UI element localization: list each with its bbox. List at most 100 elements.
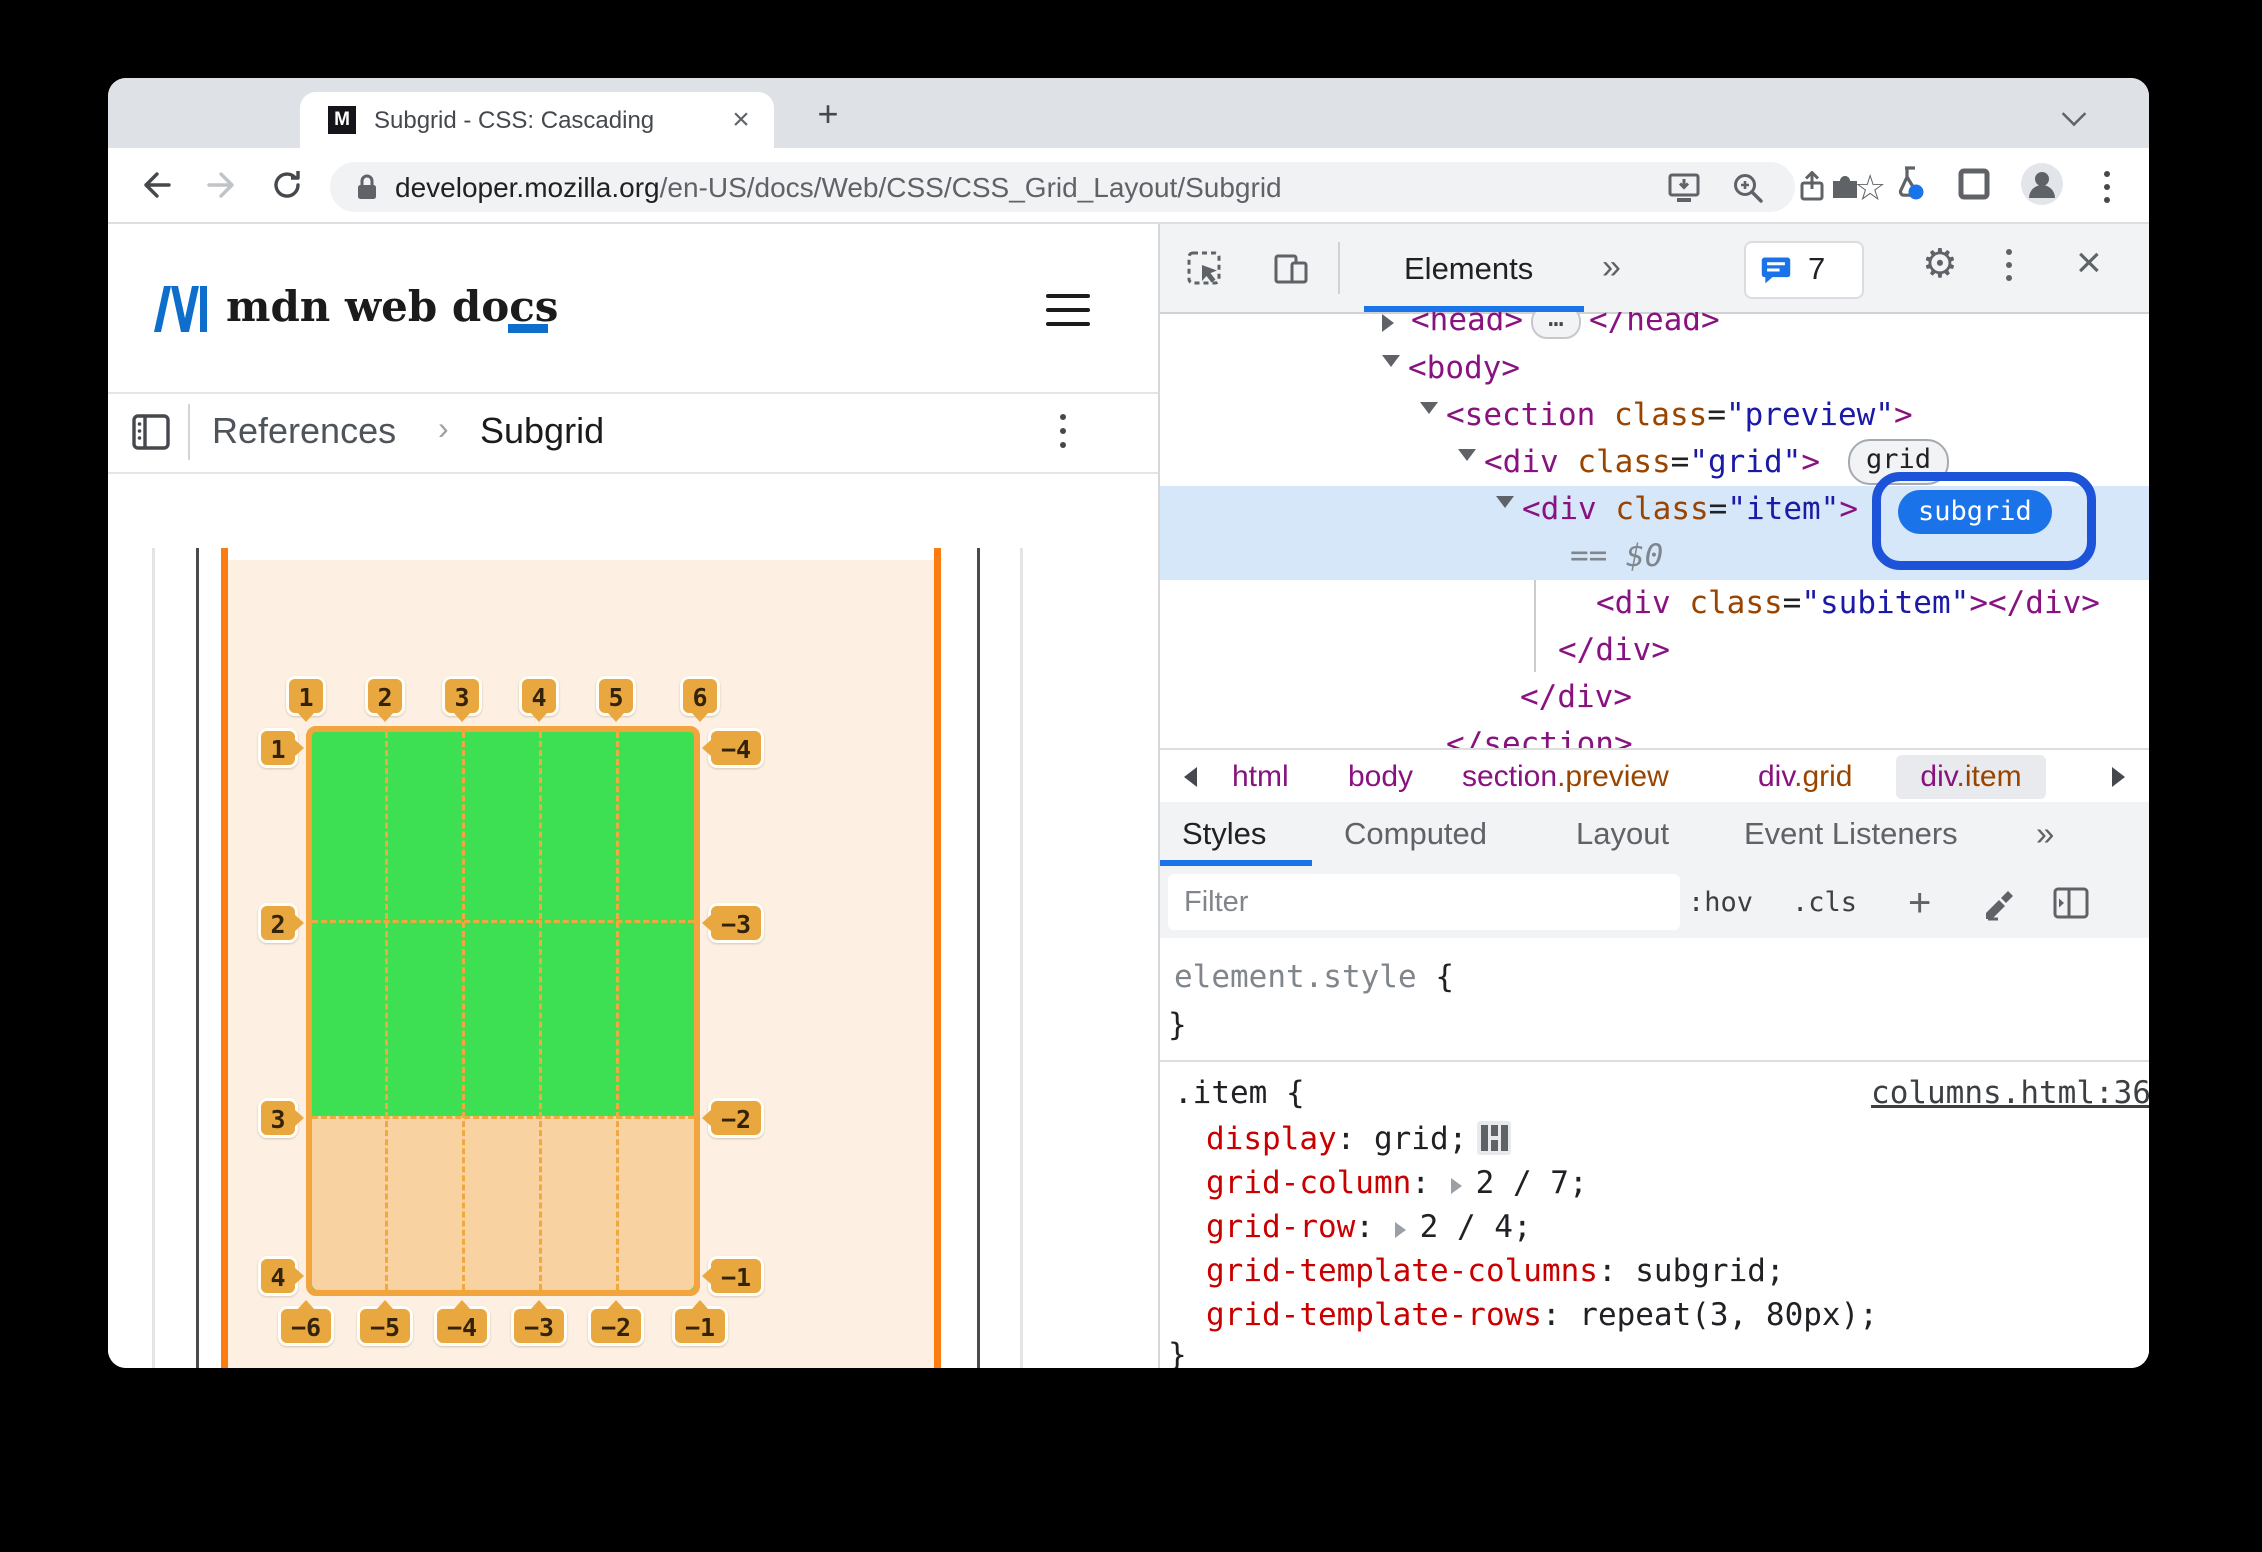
stylesheet-source-link[interactable]: columns.html:36 bbox=[1871, 1075, 2149, 1111]
expand-arrow-icon[interactable] bbox=[1382, 314, 1403, 332]
class-toggle[interactable]: .cls bbox=[1792, 887, 1858, 918]
url-bar[interactable]: developer.mozilla.org/en-US/docs/Web/CSS… bbox=[330, 162, 1886, 212]
css-property-grid-row[interactable]: grid-row: 2 / 4; bbox=[1206, 1209, 1532, 1245]
css-property-grid-column[interactable]: grid-column: 2 / 7; bbox=[1206, 1165, 1588, 1201]
install-icon[interactable] bbox=[1666, 170, 1702, 206]
crumbs-scroll-right-icon[interactable] bbox=[2112, 767, 2135, 787]
tab-search-chevron-icon[interactable] bbox=[2061, 101, 2087, 127]
crumbs-scroll-left-icon[interactable] bbox=[1174, 767, 1197, 787]
mdn-header: mdn web docs bbox=[108, 224, 1158, 392]
element-state-brush-icon[interactable] bbox=[1980, 886, 2016, 922]
grid-line-number-badge: −3 bbox=[511, 1300, 567, 1346]
grid-line-number-badge: −4 bbox=[434, 1300, 490, 1346]
styles-filter-input[interactable] bbox=[1168, 874, 1680, 930]
browser-tab[interactable]: M Subgrid - CSS: Cascading Style Sheets … bbox=[300, 92, 774, 148]
extensions-puzzle-icon[interactable] bbox=[1826, 166, 1864, 204]
mdn-logo-mark-icon[interactable] bbox=[154, 286, 214, 332]
rule-divider bbox=[1160, 1060, 2149, 1062]
new-style-rule-button[interactable]: + bbox=[1908, 881, 1932, 925]
tab-styles[interactable]: Styles bbox=[1182, 816, 1267, 851]
page-rule-light-right bbox=[1020, 548, 1023, 1368]
page-viewport: mdn web docs References › Subgrid bbox=[108, 224, 1158, 1368]
tab-close-icon[interactable]: × bbox=[732, 103, 750, 136]
subgrid-highlight-ring bbox=[1872, 472, 2096, 570]
devtools-settings-gear-icon[interactable]: ⚙ bbox=[1922, 242, 1958, 286]
issues-button[interactable]: 7 bbox=[1744, 241, 1864, 299]
zoom-icon[interactable] bbox=[1730, 170, 1766, 206]
subnav-divider bbox=[188, 404, 190, 460]
inspect-element-icon[interactable] bbox=[1186, 250, 1224, 288]
devtools-breadcrumbs: html body section.preview div.grid div.i… bbox=[1160, 748, 2149, 804]
expand-value-icon[interactable] bbox=[1394, 1222, 1414, 1238]
dom-close-section[interactable]: </section> bbox=[1446, 726, 1633, 748]
dom-tree: <head>… </head> <body> <section class="pr… bbox=[1160, 312, 2149, 748]
collapse-arrow-icon[interactable] bbox=[1420, 402, 1438, 423]
breadcrumb-references[interactable]: References bbox=[212, 410, 397, 451]
back-icon[interactable] bbox=[136, 166, 174, 204]
tab-layout[interactable]: Layout bbox=[1576, 816, 1670, 851]
dom-close-item[interactable]: </div> bbox=[1558, 632, 1670, 668]
element-style-rule[interactable]: element.style { bbox=[1174, 959, 1454, 995]
example-orange-line-left bbox=[221, 548, 228, 1368]
crumb-html[interactable]: html bbox=[1232, 760, 1289, 793]
tab-title: Subgrid - CSS: Cascading Style Sheets | … bbox=[374, 92, 714, 148]
dom-node-div-grid[interactable]: <div class="grid"> bbox=[1160, 439, 2149, 486]
grid-line-number-badge: 6 bbox=[680, 676, 720, 722]
collapse-arrow-icon[interactable] bbox=[1496, 496, 1514, 517]
tab-elements[interactable]: Elements bbox=[1404, 251, 1534, 286]
share-icon[interactable] bbox=[1794, 169, 1830, 205]
item-rule-selector[interactable]: .item { columns.html:36 bbox=[1160, 1072, 2149, 1115]
url-path: /en-US/docs/Web/CSS/CSS_Grid_Layout/Subg… bbox=[659, 172, 1282, 203]
mdn-subnav: References › Subgrid bbox=[108, 392, 1158, 474]
tab-event-listeners[interactable]: Event Listeners bbox=[1744, 816, 1958, 851]
lock-icon[interactable] bbox=[356, 173, 378, 201]
elements-tab-underline bbox=[1364, 306, 1584, 312]
dom-node-body[interactable]: <body> bbox=[1160, 345, 2149, 392]
mdn-logo-text[interactable]: mdn web docs bbox=[226, 282, 559, 331]
dom-node-div-subitem[interactable]: <div class="subitem"></div> bbox=[1596, 585, 2100, 621]
grid-line-number-badge: 2 bbox=[258, 903, 304, 943]
url-text[interactable]: developer.mozilla.org/en-US/docs/Web/CSS… bbox=[395, 162, 1282, 212]
grid-line-number-badge: −3 bbox=[702, 903, 764, 943]
css-property-grid-template-columns[interactable]: grid-template-columns: subgrid; bbox=[1206, 1253, 1785, 1289]
grid-column-line bbox=[462, 732, 465, 1290]
new-tab-button[interactable]: + bbox=[817, 93, 839, 134]
css-property-display[interactable]: display: grid; bbox=[1160, 1118, 2149, 1161]
grid-line-number-badge: −1 bbox=[672, 1300, 728, 1346]
dom-node-head[interactable]: <head>… </head> bbox=[1160, 312, 2149, 344]
expand-value-icon[interactable] bbox=[1450, 1178, 1470, 1194]
device-toolbar-icon[interactable] bbox=[1272, 250, 1310, 288]
computed-panel-toggle-icon[interactable] bbox=[2052, 885, 2090, 921]
crumb-section-preview[interactable]: section.preview bbox=[1462, 760, 1669, 793]
profile-avatar[interactable] bbox=[2020, 162, 2063, 205]
crumb-div-grid[interactable]: div.grid bbox=[1758, 760, 1853, 793]
grid-line-number-badge: 2 bbox=[365, 676, 405, 722]
collapse-arrow-icon[interactable] bbox=[1382, 355, 1400, 376]
subgrid-adorner-badge[interactable]: subgrid bbox=[1898, 490, 2052, 534]
issues-count: 7 bbox=[1808, 251, 1826, 286]
side-panel-icon[interactable] bbox=[1956, 166, 1994, 204]
more-style-tabs-icon[interactable]: » bbox=[2036, 815, 2055, 852]
display-grid-icon[interactable] bbox=[1477, 1121, 1512, 1155]
devtools-close-icon[interactable]: × bbox=[2076, 238, 2102, 287]
crumb-div-item-selected[interactable]: div.item bbox=[1896, 755, 2046, 799]
collapse-arrow-icon[interactable] bbox=[1458, 449, 1476, 470]
dom-selected-ref: == $0 bbox=[1570, 538, 1664, 574]
crumb-body[interactable]: body bbox=[1348, 760, 1414, 793]
grid-row-line bbox=[312, 1116, 694, 1119]
dom-close-grid[interactable]: </div> bbox=[1520, 679, 1632, 715]
more-tabs-icon[interactable]: » bbox=[1602, 248, 1621, 286]
breadcrumb-current: Subgrid bbox=[480, 410, 605, 451]
bookmark-star-icon[interactable]: ☆ bbox=[1854, 167, 1887, 208]
reload-icon[interactable] bbox=[268, 166, 306, 204]
tab-computed[interactable]: Computed bbox=[1344, 816, 1488, 851]
collapsed-ellipsis-button[interactable]: … bbox=[1530, 312, 1581, 339]
dom-node-section[interactable]: <section class="preview"> bbox=[1160, 392, 2149, 439]
sidebar-toggle-icon[interactable] bbox=[132, 414, 170, 450]
forward-icon[interactable] bbox=[204, 166, 242, 204]
labs-flask-icon[interactable] bbox=[1890, 164, 1928, 202]
css-property-grid-template-rows[interactable]: grid-template-rows: repeat(3, 80px); bbox=[1206, 1297, 1878, 1333]
hover-state-toggle[interactable]: :hov bbox=[1688, 887, 1754, 918]
dom-node-div-item-selected[interactable]: <div class="item"> bbox=[1160, 486, 2149, 533]
